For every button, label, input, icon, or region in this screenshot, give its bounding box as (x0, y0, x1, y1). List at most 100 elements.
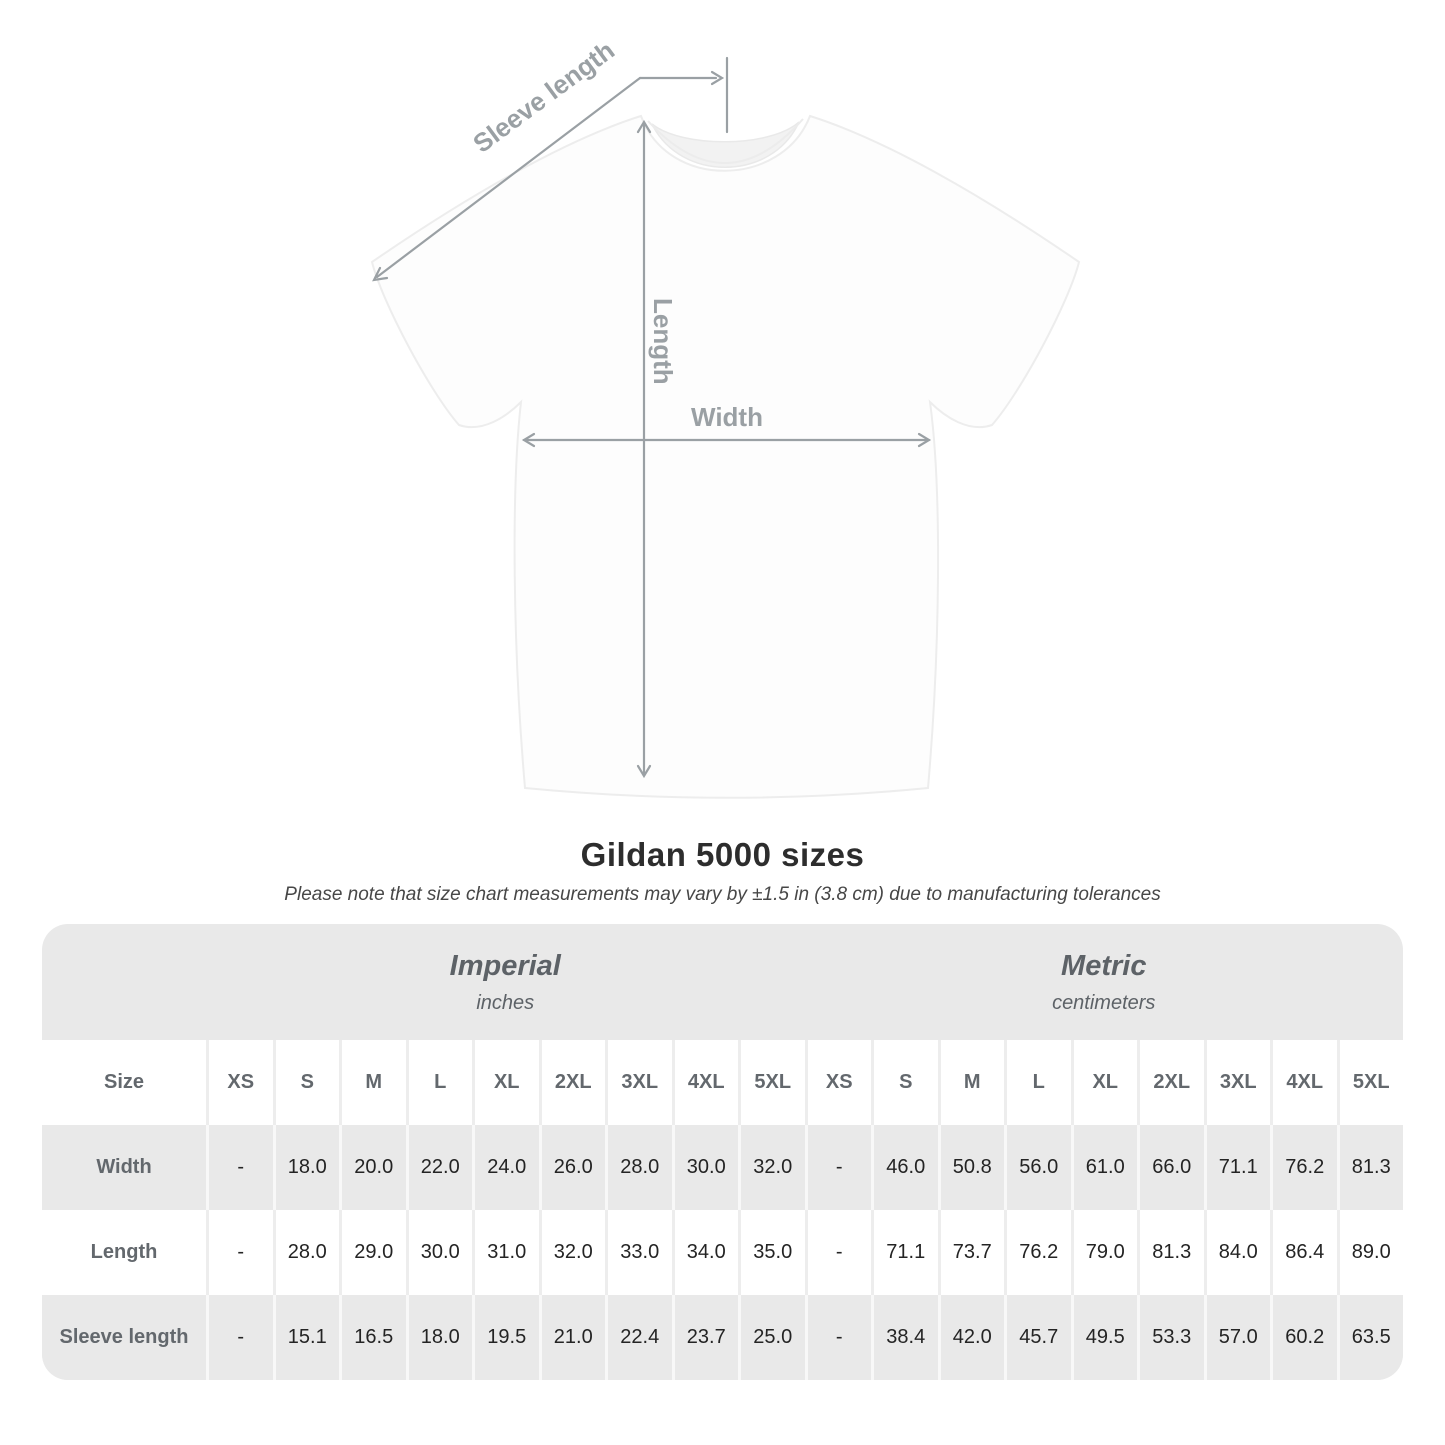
size-value-cell: 81.3 (1137, 1210, 1204, 1295)
tshirt-measurement-diagram: Sleeve length Length Width (370, 35, 1081, 799)
size-col-header: 4XL (1270, 1040, 1337, 1125)
size-value-cell: 24.0 (472, 1125, 539, 1210)
size-value-cell: 79.0 (1070, 1210, 1138, 1295)
size-value-cell: - (206, 1125, 273, 1210)
size-value-cell: 16.5 (339, 1295, 406, 1380)
size-col-header: XL (472, 1040, 539, 1125)
imperial-title: Imperial (449, 949, 561, 982)
size-value-cell: 29.0 (339, 1210, 406, 1295)
size-value-cell: 34.0 (671, 1210, 739, 1295)
width-right-arrowhead-icon (917, 432, 932, 448)
sleeve-left-arrowhead-icon (372, 266, 389, 282)
metric-unit: centimeters (1052, 991, 1156, 1014)
size-col-header: L (1004, 1040, 1071, 1125)
length-bottom-arrowhead-icon (636, 764, 652, 779)
size-value-cell: 20.0 (339, 1125, 406, 1210)
tshirt-body-shape (370, 114, 1081, 799)
units-band: Imperial inches Metric centimeters (42, 924, 1403, 1040)
size-table-card: Imperial inches Metric centimeters Size X… (42, 924, 1403, 1380)
size-value-cell: 49.5 (1070, 1295, 1138, 1380)
size-col-header: 5XL (1336, 1040, 1404, 1125)
size-value-cell: 57.0 (1203, 1295, 1271, 1380)
tolerance-note: Please note that size chart measurements… (284, 884, 1161, 905)
row-label: Width (96, 1156, 152, 1178)
size-value-cell: 26.0 (538, 1125, 606, 1210)
size-value-cell: - (804, 1125, 872, 1210)
tshirt-collar-rib-line (647, 118, 804, 164)
size-col-header: S (272, 1040, 340, 1125)
size-col-header: 4XL (671, 1040, 739, 1125)
size-col-header: 2XL (1137, 1040, 1204, 1125)
size-value-cell: 81.3 (1336, 1125, 1404, 1210)
size-value-cell: 76.2 (1270, 1125, 1337, 1210)
metric-section-header: Metric centimeters (805, 950, 1404, 1015)
size-value-cell: 28.0 (605, 1125, 672, 1210)
size-value-cell: 60.2 (1270, 1295, 1337, 1380)
size-col-header: 2XL (538, 1040, 606, 1125)
size-col-header: M (339, 1040, 406, 1125)
size-value-cell: - (804, 1295, 872, 1380)
tshirt-diagram-svg: Sleeve length Length Width (370, 35, 1081, 799)
length-label: Length (648, 298, 678, 385)
width-arrow: Width (521, 402, 932, 448)
size-value-cell: 73.7 (937, 1210, 1005, 1295)
size-value-cell: 89.0 (1336, 1210, 1404, 1295)
size-value-cell: 28.0 (272, 1210, 340, 1295)
size-col-header: 3XL (605, 1040, 672, 1125)
length-arrow: Length (636, 119, 678, 779)
size-value-cell: 32.0 (538, 1210, 606, 1295)
size-value-cell: 42.0 (937, 1295, 1005, 1380)
size-value-cell: 71.1 (1203, 1125, 1271, 1210)
size-value-cell: 30.0 (405, 1210, 473, 1295)
size-value-cell: 76.2 (1004, 1210, 1071, 1295)
size-col-header: 5XL (738, 1040, 805, 1125)
measurement-row: Width -18.0 20.0 22.0 24.0 26.0 28.0 30.0 32.0-4… (42, 1125, 1403, 1210)
size-value-cell: 23.7 (671, 1295, 739, 1380)
length-top-arrowhead-icon (636, 119, 652, 134)
size-col-header: 3XL (1203, 1040, 1271, 1125)
size-value-cell: 33.0 (605, 1210, 672, 1295)
metric-title: Metric (1061, 949, 1147, 982)
size-value-cell: - (804, 1210, 872, 1295)
measurement-row: Sleeve length -15.1 16.5 18.0 19.5 21.0 22.4 23… (42, 1295, 1403, 1380)
size-value-cell: 18.0 (272, 1125, 340, 1210)
size-value-cell: 63.5 (1336, 1295, 1404, 1380)
size-value-cell: 50.8 (937, 1125, 1005, 1210)
size-header-row: Size XS S M L XL 2XL 3XL 4XL 5XL XS S M L XL 2XL 3XL 4XL 5… (42, 1040, 1403, 1125)
size-value-cell: 86.4 (1270, 1210, 1337, 1295)
imperial-unit: inches (476, 991, 535, 1014)
size-value-cell: 46.0 (871, 1125, 938, 1210)
width-label: Width (691, 402, 763, 432)
sleeve-right-arrowhead-icon (710, 70, 725, 86)
size-value-cell: 18.0 (405, 1295, 473, 1380)
size-value-cell: 71.1 (871, 1210, 938, 1295)
size-col-header: XS (804, 1040, 872, 1125)
row-label: Sleeve length (59, 1326, 189, 1348)
size-value-cell: 61.0 (1070, 1125, 1138, 1210)
size-col-header: L (405, 1040, 473, 1125)
size-value-cell: 35.0 (738, 1210, 805, 1295)
tshirt-graphic (370, 114, 1081, 799)
size-table: Size XS S M L XL 2XL 3XL 4XL 5XL XS S M L XL 2XL 3XL 4XL 5… (42, 1040, 1403, 1380)
size-value-cell: 15.1 (272, 1295, 340, 1380)
size-value-cell: 21.0 (538, 1295, 606, 1380)
size-value-cell: 56.0 (1004, 1125, 1071, 1210)
size-col-header: XS (206, 1040, 273, 1125)
size-col-header: S (871, 1040, 938, 1125)
size-value-cell: 30.0 (671, 1125, 739, 1210)
size-col-header: M (937, 1040, 1005, 1125)
width-left-arrowhead-icon (521, 432, 536, 448)
sleeve-diagonal-line (375, 76, 642, 279)
size-value-cell: 66.0 (1137, 1125, 1204, 1210)
size-value-cell: 19.5 (472, 1295, 539, 1380)
size-value-cell: - (206, 1295, 273, 1380)
size-value-cell: 32.0 (738, 1125, 805, 1210)
size-value-cell: 45.7 (1004, 1295, 1071, 1380)
size-value-cell: 25.0 (738, 1295, 805, 1380)
size-value-cell: 31.0 (472, 1210, 539, 1295)
measurement-row: Length -28.0 29.0 30.0 31.0 32.0 33.0 34.0 35.0-… (42, 1210, 1403, 1295)
size-value-cell: 53.3 (1137, 1295, 1204, 1380)
size-value-cell: 22.4 (605, 1295, 672, 1380)
page-title: Gildan 5000 sizes (580, 836, 865, 873)
